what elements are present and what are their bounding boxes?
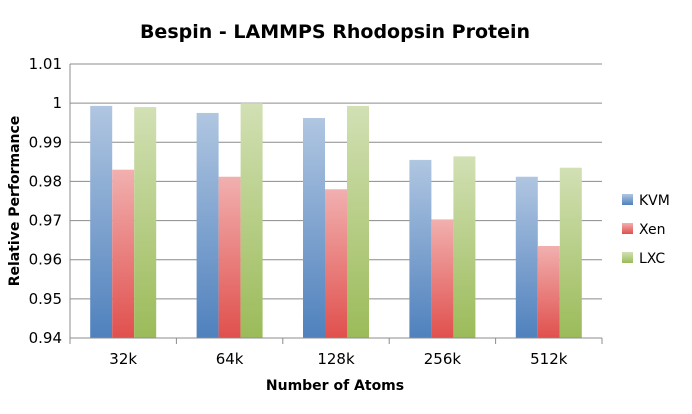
bar-kvm-64k [196,112,219,338]
legend-label-kvm: KVM [639,193,670,209]
bar-xen-128k [325,189,347,338]
y-tick-labels: 0.94 0.95 0.96 0.97 0.98 0.99 1 1.01 [29,55,62,347]
y-tick-label: 0.96 [29,251,62,269]
bars [90,103,582,339]
bar-xen-256k [431,219,454,338]
bar-kvm-32k [90,105,113,338]
y-tick-label: 0.97 [29,212,62,230]
x-tick-label: 32k [109,350,137,368]
x-tick-label: 256k [424,350,462,368]
x-tick-label: 512k [530,350,568,368]
x-tick-label: 128k [317,350,355,368]
y-tick-label: 1 [52,94,62,112]
bar-lxc-32k [134,107,157,338]
x-tick-labels: 32k 64k 128k 256k 512k [109,338,603,368]
axes [69,64,602,344]
bar-xen-32k [112,169,135,338]
legend-label-xen: Xen [639,222,665,238]
legend: KVM Xen LXC [622,193,670,267]
x-axis-title: Number of Atoms [266,378,404,394]
y-tick-label: 0.99 [29,133,62,151]
y-tick-label: 0.95 [29,290,62,308]
bar-xen-512k [537,246,560,338]
y-tick-label: 0.94 [29,329,62,347]
x-tick-label: 64k [216,350,244,368]
bar-kvm-512k [515,176,538,338]
y-tick-label: 0.98 [29,172,62,190]
bar-lxc-64k [240,103,263,339]
bar-lxc-512k [559,167,582,338]
bar-lxc-128k [347,105,369,338]
bar-xen-64k [218,176,241,338]
legend-swatch-xen [622,223,633,234]
bar-kvm-128k [303,118,325,338]
y-axis-title: Relative Performance [7,116,23,287]
legend-label-lxc: LXC [639,251,665,267]
bar-kvm-256k [409,159,432,338]
chart-title: Bespin - LAMMPS Rhodopsin Protein [140,21,530,43]
legend-swatch-kvm [622,194,633,205]
bar-lxc-256k [453,156,476,338]
legend-swatch-lxc [622,252,633,263]
y-tick-label: 1.01 [29,55,62,73]
